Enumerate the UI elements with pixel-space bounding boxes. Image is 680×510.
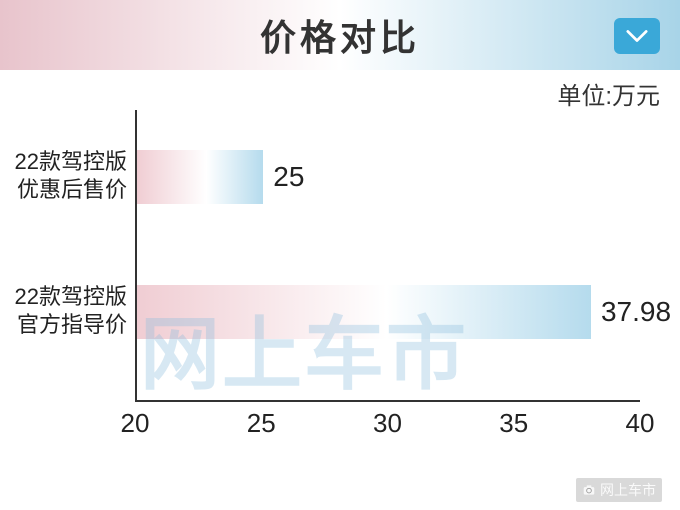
bar-value: 37.98 <box>601 296 671 328</box>
bar <box>137 285 591 339</box>
dropdown-button[interactable] <box>614 18 660 54</box>
corner-watermark-text: 网上车市 <box>600 480 656 500</box>
bar-value: 25 <box>273 161 304 193</box>
corner-watermark: 网上车市 <box>576 478 662 502</box>
chevron-down-icon <box>626 29 648 43</box>
bar-label: 22款驾控版 优惠后售价 <box>15 148 127 204</box>
bar <box>137 150 263 204</box>
x-tick: 35 <box>499 408 528 439</box>
bar-label: 22款驾控版 官方指导价 <box>15 283 127 339</box>
x-tick: 30 <box>373 408 402 439</box>
x-tick: 40 <box>626 408 655 439</box>
chart-area: 网上车市 202530354022款驾控版 优惠后售价2522款驾控版 官方指导… <box>0 110 680 450</box>
camera-icon <box>582 483 596 497</box>
unit-label: 单位:万元 <box>557 76 660 111</box>
chart-title: 价格对比 <box>260 9 420 61</box>
header: 价格对比 <box>0 0 680 70</box>
x-tick: 20 <box>121 408 150 439</box>
x-tick: 25 <box>247 408 276 439</box>
x-axis <box>135 400 640 402</box>
